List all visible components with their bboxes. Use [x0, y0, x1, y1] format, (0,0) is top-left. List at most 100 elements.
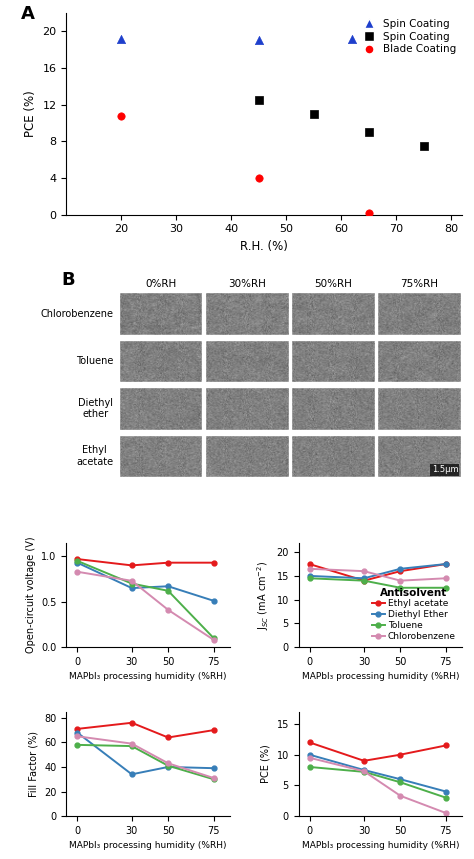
Text: 0%RH: 0%RH	[145, 279, 176, 289]
Chlorobenzene	[398, 576, 403, 586]
Toluene	[74, 740, 80, 750]
Chlorobenzene	[361, 566, 367, 576]
X-axis label: MAPbI₃ processing humidity (%RH): MAPbI₃ processing humidity (%RH)	[301, 673, 459, 681]
Text: 30%RH: 30%RH	[228, 279, 266, 289]
Ethyl acetate	[211, 557, 217, 568]
Line: Toluene: Toluene	[307, 576, 448, 590]
Toluene	[165, 586, 171, 596]
Toluene	[129, 741, 135, 752]
Point	[310, 107, 318, 120]
Diethyl Ether	[361, 573, 367, 583]
Chlorobenzene	[443, 807, 448, 818]
Diethyl Ether	[129, 769, 135, 779]
Toluene	[165, 760, 171, 771]
Diethyl Ether	[443, 559, 448, 570]
Legend: Ethyl acetate, Diethyl Ether, Toluene, Chlorobenzene: Ethyl acetate, Diethyl Ether, Toluene, C…	[370, 586, 457, 643]
X-axis label: MAPbI₃ processing humidity (%RH): MAPbI₃ processing humidity (%RH)	[69, 841, 227, 850]
Chlorobenzene	[398, 790, 403, 801]
Diethyl Ether	[165, 581, 171, 591]
Line: Ethyl acetate: Ethyl acetate	[75, 721, 216, 740]
Line: Chlorobenzene: Chlorobenzene	[75, 734, 216, 781]
Text: A: A	[21, 5, 35, 23]
Ethyl acetate	[129, 717, 135, 728]
Chlorobenzene	[165, 758, 171, 769]
Ethyl acetate	[307, 737, 312, 747]
Chlorobenzene	[307, 752, 312, 763]
Chlorobenzene	[361, 766, 367, 777]
Y-axis label: PCE (%): PCE (%)	[261, 745, 271, 783]
X-axis label: MAPbI₃ processing humidity (%RH): MAPbI₃ processing humidity (%RH)	[69, 673, 227, 681]
Diethyl Ether	[443, 786, 448, 796]
Toluene	[211, 774, 217, 784]
Diethyl Ether	[211, 763, 217, 773]
Chlorobenzene	[74, 567, 80, 577]
Ethyl acetate	[211, 725, 217, 735]
Toluene	[211, 633, 217, 643]
Text: Chlorobenzene: Chlorobenzene	[40, 308, 113, 319]
Line: Ethyl acetate: Ethyl acetate	[307, 562, 448, 583]
Diethyl Ether	[129, 583, 135, 594]
Diethyl Ether	[165, 762, 171, 772]
Toluene	[307, 573, 312, 583]
Line: Toluene: Toluene	[75, 558, 216, 641]
Text: 75%RH: 75%RH	[400, 279, 438, 289]
Diethyl Ether	[211, 595, 217, 606]
Ethyl acetate	[74, 554, 80, 564]
Line: Chlorobenzene: Chlorobenzene	[307, 566, 448, 583]
Ethyl acetate	[165, 557, 171, 568]
Text: Diethyl
ether: Diethyl ether	[78, 398, 113, 419]
Toluene	[443, 582, 448, 593]
Toluene	[398, 582, 403, 593]
Ethyl acetate	[74, 724, 80, 734]
Y-axis label: Fill Factor (%): Fill Factor (%)	[29, 731, 39, 797]
Diethyl Ether	[307, 750, 312, 760]
Line: Toluene: Toluene	[75, 742, 216, 782]
Point	[365, 125, 373, 139]
Point	[420, 139, 428, 153]
Text: 1.5μm: 1.5μm	[432, 466, 458, 474]
Point	[255, 171, 263, 185]
Line: Diethyl Ether: Diethyl Ether	[307, 752, 448, 794]
Y-axis label: J$_{SC}$ (mA cm$^{-2}$): J$_{SC}$ (mA cm$^{-2}$)	[255, 560, 271, 630]
Chlorobenzene	[74, 731, 80, 741]
Line: Chlorobenzene: Chlorobenzene	[75, 570, 216, 643]
Text: Toluene: Toluene	[76, 356, 113, 366]
Diethyl Ether	[361, 765, 367, 775]
Ethyl acetate	[165, 733, 171, 743]
Chlorobenzene	[165, 605, 171, 615]
Ethyl acetate	[443, 559, 448, 570]
Text: 50%RH: 50%RH	[314, 279, 352, 289]
Ethyl acetate	[361, 576, 367, 586]
Ethyl acetate	[307, 559, 312, 570]
Toluene	[129, 578, 135, 588]
Chlorobenzene	[211, 773, 217, 783]
Legend: Spin Coating, Spin Coating, Blade Coating: Spin Coating, Spin Coating, Blade Coatin…	[358, 18, 457, 55]
Text: B: B	[62, 271, 75, 289]
Point	[255, 93, 263, 107]
Point	[348, 32, 356, 46]
Diethyl Ether	[74, 557, 80, 568]
Toluene	[307, 762, 312, 772]
Toluene	[361, 767, 367, 777]
Point	[365, 206, 373, 220]
Line: Diethyl Ether: Diethyl Ether	[75, 730, 216, 777]
Chlorobenzene	[129, 576, 135, 586]
Diethyl Ether	[398, 774, 403, 784]
Point	[118, 109, 125, 123]
X-axis label: R.H. (%): R.H. (%)	[240, 240, 288, 253]
Line: Ethyl acetate: Ethyl acetate	[75, 557, 216, 568]
Line: Chlorobenzene: Chlorobenzene	[307, 755, 448, 815]
Diethyl Ether	[307, 570, 312, 581]
Y-axis label: PCE (%): PCE (%)	[24, 90, 37, 137]
Line: Toluene: Toluene	[307, 765, 448, 800]
Ethyl acetate	[129, 560, 135, 570]
Toluene	[74, 556, 80, 566]
Line: Diethyl Ether: Diethyl Ether	[307, 562, 448, 581]
Toluene	[443, 793, 448, 803]
Ethyl acetate	[398, 566, 403, 576]
Point	[118, 32, 125, 46]
Ethyl acetate	[443, 740, 448, 751]
Chlorobenzene	[307, 564, 312, 574]
Diethyl Ether	[74, 728, 80, 738]
Chlorobenzene	[443, 573, 448, 583]
